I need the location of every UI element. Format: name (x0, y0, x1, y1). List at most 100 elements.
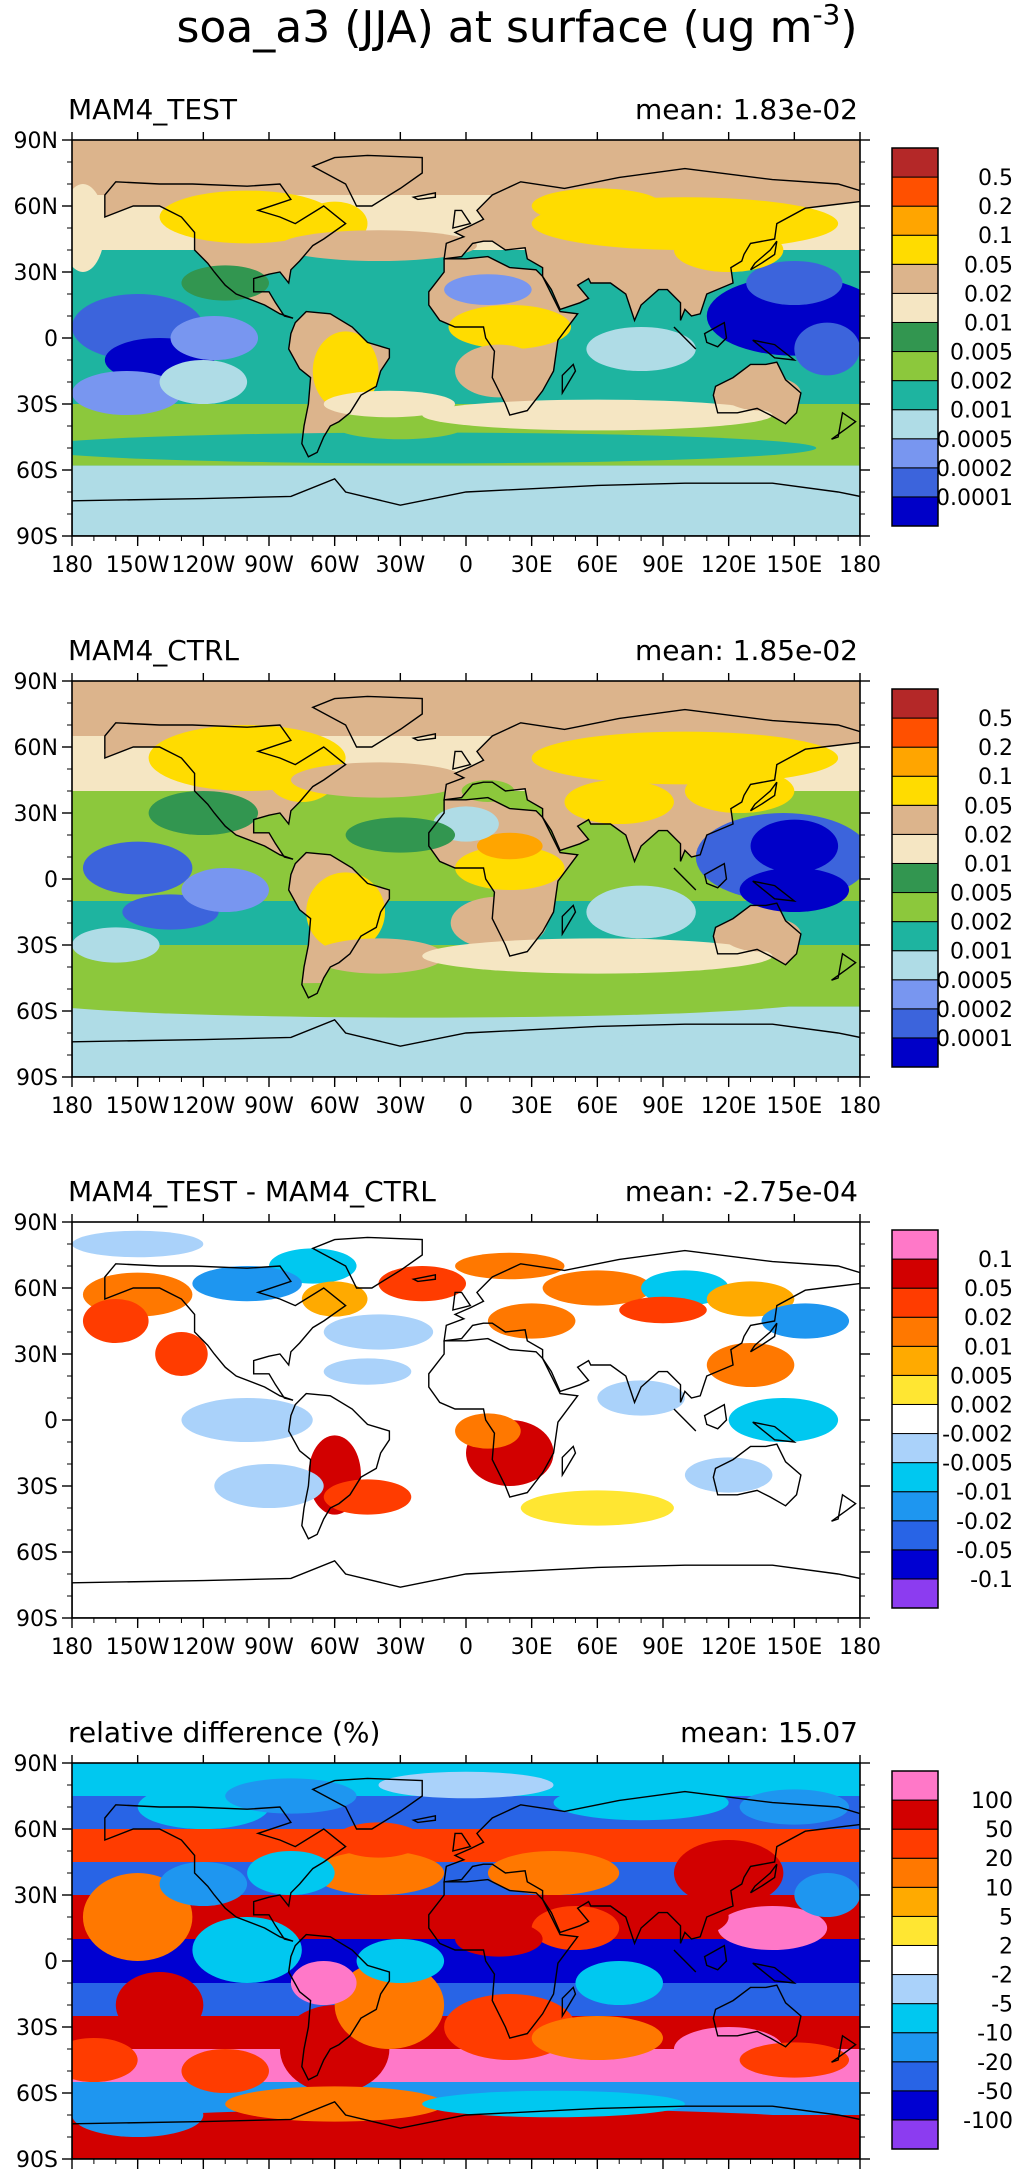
colorbar-label: 0.1 (978, 765, 1013, 790)
colorbar-box (891, 2119, 939, 2150)
field-patch (739, 1789, 850, 1825)
y-tick-label: 60S (16, 1541, 58, 1566)
colorbar-label: 20 (985, 1847, 1013, 1872)
colorbar-box (891, 380, 939, 411)
colorbar-box (891, 1578, 939, 1609)
coastline (452, 1291, 472, 1311)
colorbar-label: 0.001 (950, 940, 1013, 965)
field-patch (455, 1252, 565, 1280)
field-patch (597, 1380, 685, 1416)
colorbar-box (891, 147, 939, 178)
field-patch (531, 188, 663, 224)
field-patch (159, 360, 248, 404)
y-tick-label: 90N (14, 129, 58, 154)
field-patch (619, 1895, 729, 1939)
map-panel: MAM4_TEST - MAM4_CTRL mean: -2.75e-04 180 1… (14, 1175, 1013, 1660)
colorbar-box (891, 1974, 939, 2005)
field-patch (450, 896, 547, 950)
y-tick-label: 60S (16, 459, 58, 484)
field (72, 681, 860, 1077)
field-patch (356, 1939, 445, 1983)
x-tick-label: 150E (766, 1094, 822, 1119)
x-tick-label: 90W (244, 1094, 294, 1119)
y-tick-label: 60N (14, 1277, 58, 1302)
colorbar-label: 0.02 (964, 1306, 1013, 1331)
field-patch (290, 762, 467, 798)
coastline (72, 477, 860, 536)
colorbar-box (891, 688, 939, 719)
y-tick-label: 30S (16, 1475, 58, 1500)
x-tick-label: 180 (839, 1635, 881, 1660)
y-tick-label: 60N (14, 1818, 58, 1843)
colorbar-box (891, 1037, 939, 1068)
x-tick-label: 60E (576, 1094, 618, 1119)
field-patch (247, 1851, 335, 1895)
colorbar-label: 2 (999, 1934, 1013, 1959)
coastline (411, 1273, 437, 1283)
colorbar-box (891, 950, 939, 981)
colorbar-label: 100 (971, 1789, 1013, 1814)
colorbar-label: -10 (977, 2022, 1013, 2047)
coastline (104, 1804, 347, 1942)
x-tick-label: 60W (310, 1635, 360, 1660)
coastline (452, 1832, 472, 1852)
colorbar-box (891, 746, 939, 777)
field-patch (72, 470, 860, 497)
field-patch (746, 261, 843, 305)
y-tick-label: 90S (16, 1607, 58, 1632)
coastline (311, 1236, 423, 1289)
colorbar-label: 0.02 (964, 282, 1013, 307)
coastline (831, 411, 857, 440)
colorbar-box (891, 775, 939, 806)
x-tick-label: 30W (375, 1635, 425, 1660)
coastline (749, 240, 778, 271)
field-patch (673, 228, 784, 272)
field-patch (575, 1961, 663, 2005)
colorbar-box (891, 205, 939, 236)
colorbar-frame (891, 1229, 939, 1609)
colorbar-label: -100 (963, 2109, 1013, 2134)
colorbar-box (891, 1229, 939, 1260)
field-patch (181, 868, 269, 912)
x-tick-label: 150E (766, 1635, 822, 1660)
coastline (703, 1944, 728, 1971)
field-patch (334, 1961, 445, 2049)
coastline (831, 952, 857, 981)
field-patch (722, 375, 801, 411)
panel-label: MAM4_CTRL (68, 634, 239, 667)
coastline (311, 695, 423, 748)
field (72, 140, 860, 536)
y-tick-label: 90S (16, 2148, 58, 2173)
panel-label: MAM4_TEST - MAM4_CTRL (68, 1175, 436, 1208)
x-tick-label: 120E (701, 1094, 757, 1119)
x-tick-label: 90E (642, 1635, 684, 1660)
coastline (561, 1445, 577, 1478)
field-patch (378, 1266, 466, 1302)
x-tick-label: 30E (511, 553, 553, 578)
x-tick-label: 60W (310, 553, 360, 578)
colorbar-box (891, 921, 939, 952)
field-patch (586, 327, 696, 371)
colorbar-label: 50 (985, 1818, 1013, 1843)
zonal-band (72, 514, 860, 536)
y-tick-label: 30S (16, 393, 58, 418)
coastline (749, 1863, 778, 1894)
field-patch (323, 1314, 434, 1350)
coastline (452, 750, 472, 770)
field-patch (531, 2016, 663, 2060)
coastline (752, 1421, 797, 1443)
coastline (831, 1493, 857, 1522)
colorbar-label: 0.2 (978, 195, 1013, 220)
field-patch (72, 982, 817, 1018)
field-patch (72, 1230, 204, 1258)
coastline (749, 781, 778, 812)
panel-mean: mean: 15.07 (680, 1716, 858, 1749)
y-tick-label: 90N (14, 1752, 58, 1777)
y-tick-label: 30S (16, 2016, 58, 2041)
field-patch (323, 390, 456, 418)
coastline (712, 1984, 802, 2048)
colorbar-label: 0.05 (964, 1277, 1013, 1302)
x-tick-label: 90W (244, 1635, 294, 1660)
field-patch (192, 1917, 302, 1983)
colorbar-label: -0.002 (942, 1423, 1013, 1448)
